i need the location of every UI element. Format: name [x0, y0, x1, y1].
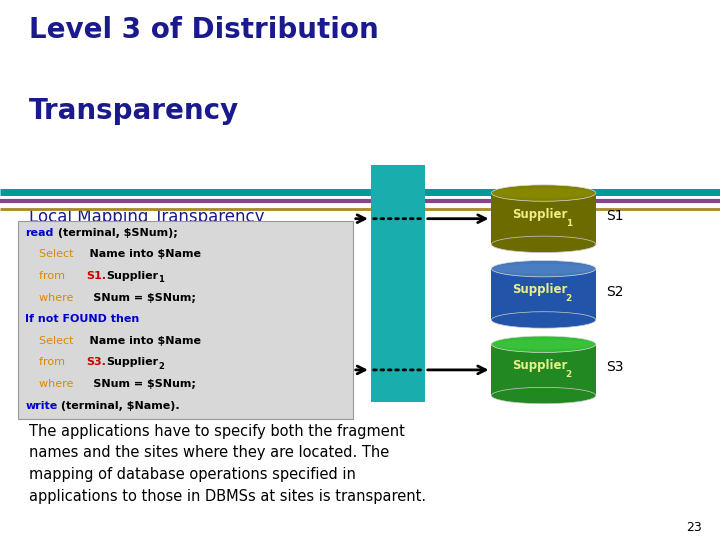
Text: S1: S1 [606, 209, 624, 223]
Text: 2: 2 [566, 294, 572, 303]
Ellipse shape [492, 185, 596, 201]
FancyBboxPatch shape [491, 268, 596, 320]
Text: from: from [25, 357, 66, 368]
Text: S3: S3 [606, 360, 624, 374]
Text: Select: Select [25, 249, 73, 260]
FancyBboxPatch shape [491, 345, 596, 395]
Text: SNum = $SNum;: SNum = $SNum; [73, 379, 195, 389]
Ellipse shape [492, 188, 596, 198]
Text: Name into $Name: Name into $Name [73, 336, 201, 346]
Text: where: where [25, 293, 73, 303]
Text: 2: 2 [566, 370, 572, 379]
Text: Supplier: Supplier [107, 271, 158, 281]
Text: Select: Select [25, 336, 73, 346]
Text: Supplier: Supplier [513, 359, 567, 372]
Text: write: write [25, 401, 58, 411]
Ellipse shape [492, 312, 596, 328]
Ellipse shape [492, 387, 596, 404]
Text: The applications have to specify both the fragment
names and the sites where the: The applications have to specify both th… [29, 424, 426, 504]
Text: Transparency: Transparency [29, 97, 239, 125]
Text: Supplier: Supplier [513, 208, 567, 221]
Text: Local Mapping Transparency: Local Mapping Transparency [29, 208, 264, 226]
Text: 23: 23 [686, 521, 702, 534]
Ellipse shape [492, 339, 596, 349]
Text: SNum = $SNum;: SNum = $SNum; [73, 293, 195, 303]
Ellipse shape [492, 264, 596, 274]
Text: If not FOUND then: If not FOUND then [25, 314, 140, 325]
FancyBboxPatch shape [18, 221, 353, 418]
Text: S2: S2 [606, 285, 624, 299]
Text: S1.: S1. [86, 271, 107, 281]
Text: (terminal, $Name).: (terminal, $Name). [58, 401, 180, 411]
Text: Supplier: Supplier [106, 357, 158, 368]
Ellipse shape [492, 236, 596, 253]
Text: 2: 2 [158, 362, 164, 371]
Text: from: from [25, 271, 66, 281]
Ellipse shape [492, 336, 596, 353]
FancyBboxPatch shape [491, 193, 596, 244]
FancyBboxPatch shape [371, 165, 425, 402]
Text: Supplier: Supplier [513, 284, 567, 296]
Text: where: where [25, 379, 73, 389]
Text: Name into $Name: Name into $Name [73, 249, 201, 260]
Text: 1: 1 [566, 219, 572, 227]
Text: S3.: S3. [86, 357, 106, 368]
Text: (terminal, $SNum);: (terminal, $SNum); [53, 228, 177, 238]
Text: read: read [25, 228, 53, 238]
Ellipse shape [492, 260, 596, 277]
Text: 1: 1 [158, 275, 164, 285]
Text: Level 3 of Distribution: Level 3 of Distribution [29, 16, 379, 44]
